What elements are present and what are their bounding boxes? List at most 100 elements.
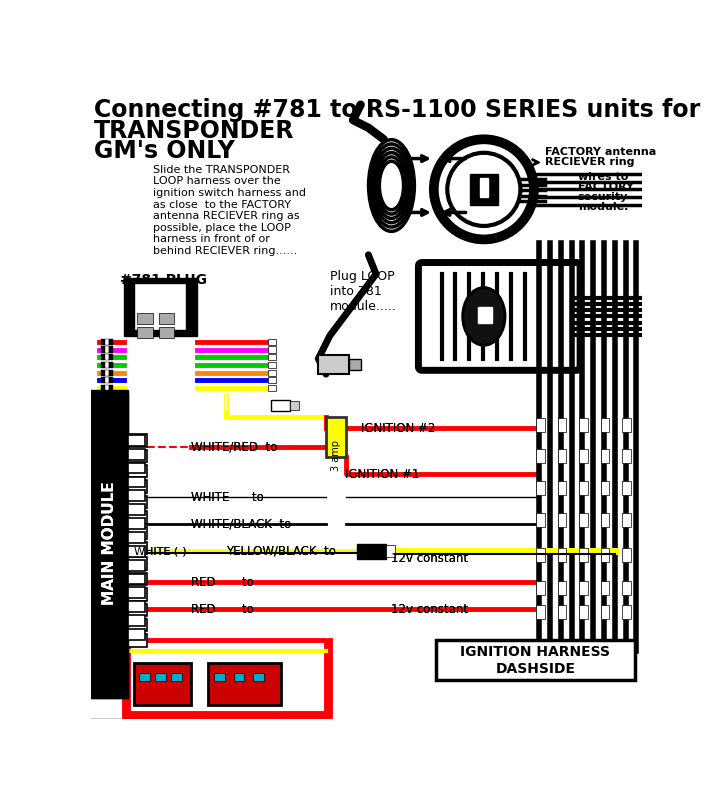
Bar [109, 369, 113, 376]
Bar [623, 513, 631, 527]
Bar [579, 449, 588, 463]
Bar [128, 546, 145, 557]
Text: WHITE (-): WHITE (-) [134, 546, 186, 556]
Text: RED       to: RED to [191, 603, 254, 616]
Bar [102, 369, 105, 376]
Ellipse shape [448, 153, 521, 226]
Bar [318, 355, 349, 374]
Bar [270, 400, 290, 411]
Bar [128, 449, 147, 462]
Text: RED       to: RED to [191, 603, 254, 616]
Bar [558, 449, 566, 463]
Text: IGNITION HARNESS
DASHSIDE: IGNITION HARNESS DASHSIDE [460, 646, 611, 675]
Bar [558, 548, 566, 562]
Text: IGNITION #1: IGNITION #1 [345, 468, 420, 481]
Bar [128, 511, 147, 524]
Bar [109, 339, 113, 345]
Bar [128, 573, 147, 585]
Bar [357, 544, 386, 559]
Bar [134, 284, 186, 330]
Bar [601, 482, 609, 495]
Bar [470, 174, 498, 204]
Bar [623, 605, 631, 619]
Bar [536, 418, 545, 432]
Bar [349, 359, 360, 370]
Bar [268, 347, 276, 352]
Bar [601, 418, 609, 432]
Text: WHITE/RED  to: WHITE/RED to [191, 441, 277, 454]
Bar [128, 558, 147, 570]
Bar [128, 604, 147, 616]
Text: 12v constant: 12v constant [392, 553, 468, 566]
Bar [128, 449, 145, 460]
Bar [268, 377, 276, 384]
Bar [579, 581, 588, 595]
Bar [109, 385, 113, 391]
Text: WHITE/BLACK  to: WHITE/BLACK to [191, 518, 292, 531]
Bar [268, 369, 276, 376]
Text: RED       to: RED to [191, 575, 254, 588]
Bar [159, 314, 174, 324]
Bar [137, 327, 153, 338]
Bar [623, 449, 631, 463]
Bar [137, 314, 153, 324]
Bar [536, 482, 545, 495]
Text: 12v constant: 12v constant [392, 553, 468, 566]
Bar [290, 401, 299, 410]
Ellipse shape [463, 288, 505, 345]
Bar [268, 339, 276, 345]
Bar [139, 673, 149, 680]
Bar [128, 518, 145, 529]
Bar [102, 362, 105, 368]
Bar [105, 393, 109, 399]
Bar [623, 548, 631, 562]
Text: GM's ONLY: GM's ONLY [94, 138, 235, 162]
Bar [124, 278, 197, 335]
Bar [536, 449, 545, 463]
Bar [208, 663, 281, 705]
Bar [214, 673, 225, 680]
Bar [558, 418, 566, 432]
Text: Connecting #781 to RS-1100 SERIES units for: Connecting #781 to RS-1100 SERIES units … [94, 99, 701, 123]
Bar [128, 542, 147, 554]
Bar [105, 377, 109, 384]
Bar [623, 482, 631, 495]
Bar [128, 629, 145, 640]
Text: RECIEVER ring: RECIEVER ring [546, 157, 635, 167]
Bar [159, 327, 174, 338]
Bar [536, 548, 545, 562]
Bar [128, 490, 145, 501]
Bar [128, 465, 147, 478]
Text: security: security [578, 192, 628, 203]
Bar [128, 527, 147, 539]
Bar [558, 482, 566, 495]
Bar [155, 673, 166, 680]
Text: wires to: wires to [578, 172, 628, 183]
Bar [128, 587, 145, 598]
Text: IGNITION #1: IGNITION #1 [345, 468, 420, 481]
Bar [601, 513, 609, 527]
Bar [623, 418, 631, 432]
Bar [234, 673, 245, 680]
Bar [172, 673, 182, 680]
Text: module.: module. [578, 203, 628, 213]
Text: WHITE/BLACK  to: WHITE/BLACK to [191, 518, 292, 531]
Bar [105, 362, 109, 368]
Bar [558, 513, 566, 527]
Text: WHITE (-): WHITE (-) [134, 546, 186, 556]
Text: MAIN MODULE: MAIN MODULE [102, 482, 117, 605]
Bar [558, 605, 566, 619]
Bar [579, 605, 588, 619]
Bar [436, 640, 635, 680]
Bar [128, 435, 145, 446]
Bar [102, 385, 105, 391]
Bar [128, 615, 145, 626]
Bar [109, 393, 113, 399]
Bar [128, 481, 147, 493]
Bar [536, 513, 545, 527]
Bar [558, 581, 566, 595]
Bar [102, 393, 105, 399]
Text: YELLOW/BLACK  to: YELLOW/BLACK to [226, 545, 336, 558]
Text: WHITE      to: WHITE to [191, 490, 264, 504]
Text: RED       to: RED to [191, 575, 254, 588]
